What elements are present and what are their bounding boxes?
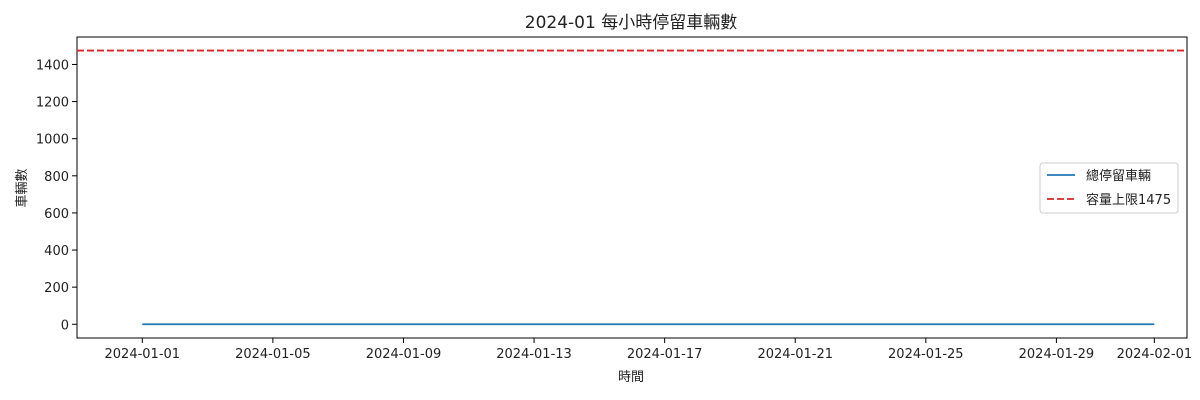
y-axis-label: 車輛數 bbox=[15, 168, 30, 207]
y-tick-label: 600 bbox=[44, 207, 69, 222]
x-tick-label: 2024-02-01 bbox=[1117, 347, 1193, 362]
x-axis-label: 時間 bbox=[618, 370, 644, 385]
chart-title: 2024-01 每小時停留車輛數 bbox=[525, 13, 737, 33]
x-tick-label: 2024-01-29 bbox=[1019, 347, 1095, 362]
x-tick-label: 2024-01-09 bbox=[366, 347, 442, 362]
y-tick-label: 0 bbox=[61, 318, 69, 333]
x-tick-label: 2024-01-25 bbox=[888, 347, 964, 362]
y-tick-label: 1400 bbox=[36, 58, 69, 73]
x-tick-label: 2024-01-17 bbox=[627, 347, 703, 362]
x-tick-label: 2024-01-05 bbox=[235, 347, 311, 362]
x-tick-label: 2024-01-01 bbox=[105, 347, 181, 362]
y-tick-label: 1000 bbox=[36, 133, 69, 148]
x-tick-label: 2024-01-21 bbox=[757, 347, 833, 362]
legend-label: 容量上限1475 bbox=[1086, 192, 1171, 208]
plot-area: 2024-01-01 2024-01-05 2024-01-09 2024-01-13… bbox=[36, 36, 1193, 362]
y-tick-label: 200 bbox=[44, 281, 69, 296]
plot-frame bbox=[76, 36, 1188, 339]
x-tick-label: 2024-01-13 bbox=[496, 347, 572, 362]
y-tick-label: 800 bbox=[44, 170, 69, 185]
y-tick-label: 1200 bbox=[36, 96, 69, 111]
y-tick-label: 400 bbox=[44, 244, 69, 259]
legend-label: 總停留車輛 bbox=[1086, 168, 1151, 184]
